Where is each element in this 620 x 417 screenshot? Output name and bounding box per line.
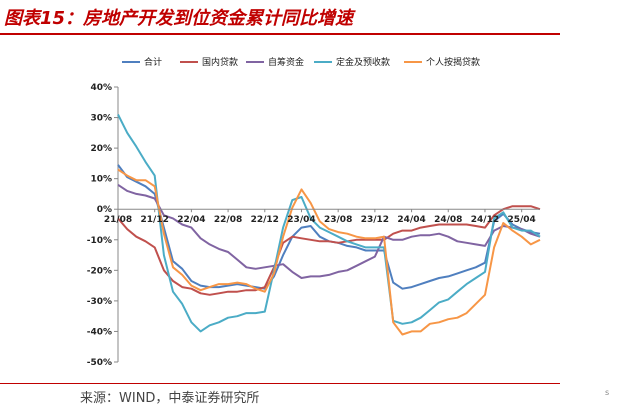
title-divider <box>0 33 560 35</box>
y-tick-label: 40% <box>90 83 112 93</box>
y-tick-label: -10% <box>87 236 112 246</box>
x-tick-label: 24/12 <box>471 215 499 225</box>
x-tick-label: 23/08 <box>324 215 352 225</box>
y-tick-label: -40% <box>87 327 112 337</box>
x-axis: 21/08 21/12 22/04 22/08 22/12 23/04 23/08 23/12… <box>104 208 540 225</box>
series-line-4 <box>117 114 541 333</box>
source-divider <box>0 383 560 384</box>
series-layer <box>117 114 541 336</box>
x-tick-label: 23/12 <box>361 215 389 225</box>
legend-label-1: 合计 <box>144 56 162 68</box>
y-axis: 40% 30% 20% 10% 0% -10% -20% -30% -40% -50% <box>87 83 119 368</box>
source-note: 来源：WIND，中泰证券研究所 <box>80 391 260 406</box>
y-tick-label: 0% <box>97 205 112 215</box>
y-tick-label: 20% <box>90 144 112 154</box>
y-tick-label: 30% <box>90 114 112 124</box>
x-tick-label: 22/12 <box>251 215 279 225</box>
legend-label-3: 自筹资金 <box>268 56 304 68</box>
legend-label-4: 定金及预收款 <box>336 56 390 68</box>
series-line-5 <box>117 168 541 336</box>
legend-label-2: 国内贷款 <box>202 56 238 68</box>
adjacent-page-mark: s <box>605 388 610 397</box>
chart-legend: 合计 国内贷款 自筹资金 定金及预收款 个人按揭贷款 <box>122 56 480 68</box>
line-chart: 合计 国内贷款 自筹资金 定金及预收款 个人按揭贷款 40% 30% 20% 10% 0% -10… <box>87 56 541 368</box>
y-tick-label: -50% <box>87 358 112 368</box>
series-line-2 <box>117 205 541 296</box>
x-tick-label: 24/08 <box>434 215 462 225</box>
x-tick-label: 25/04 <box>507 215 535 225</box>
x-tick-label: 23/04 <box>287 215 315 225</box>
y-tick-label: 10% <box>90 175 112 185</box>
x-tick-label: 21/08 <box>104 215 132 225</box>
chart-title: 图表15：房地产开发到位资金累计同比增速 <box>4 8 354 29</box>
adjacent-page-panel <box>584 33 620 383</box>
x-tick-label: 22/08 <box>214 215 242 225</box>
series-line-3 <box>117 183 541 279</box>
x-tick-label: 22/04 <box>177 215 205 225</box>
y-tick-label: -20% <box>87 266 112 276</box>
y-tick-label: -30% <box>87 297 112 307</box>
x-tick-label: 21/12 <box>141 215 169 225</box>
x-tick-label: 24/04 <box>397 215 425 225</box>
legend-label-5: 个人按揭贷款 <box>426 56 480 68</box>
